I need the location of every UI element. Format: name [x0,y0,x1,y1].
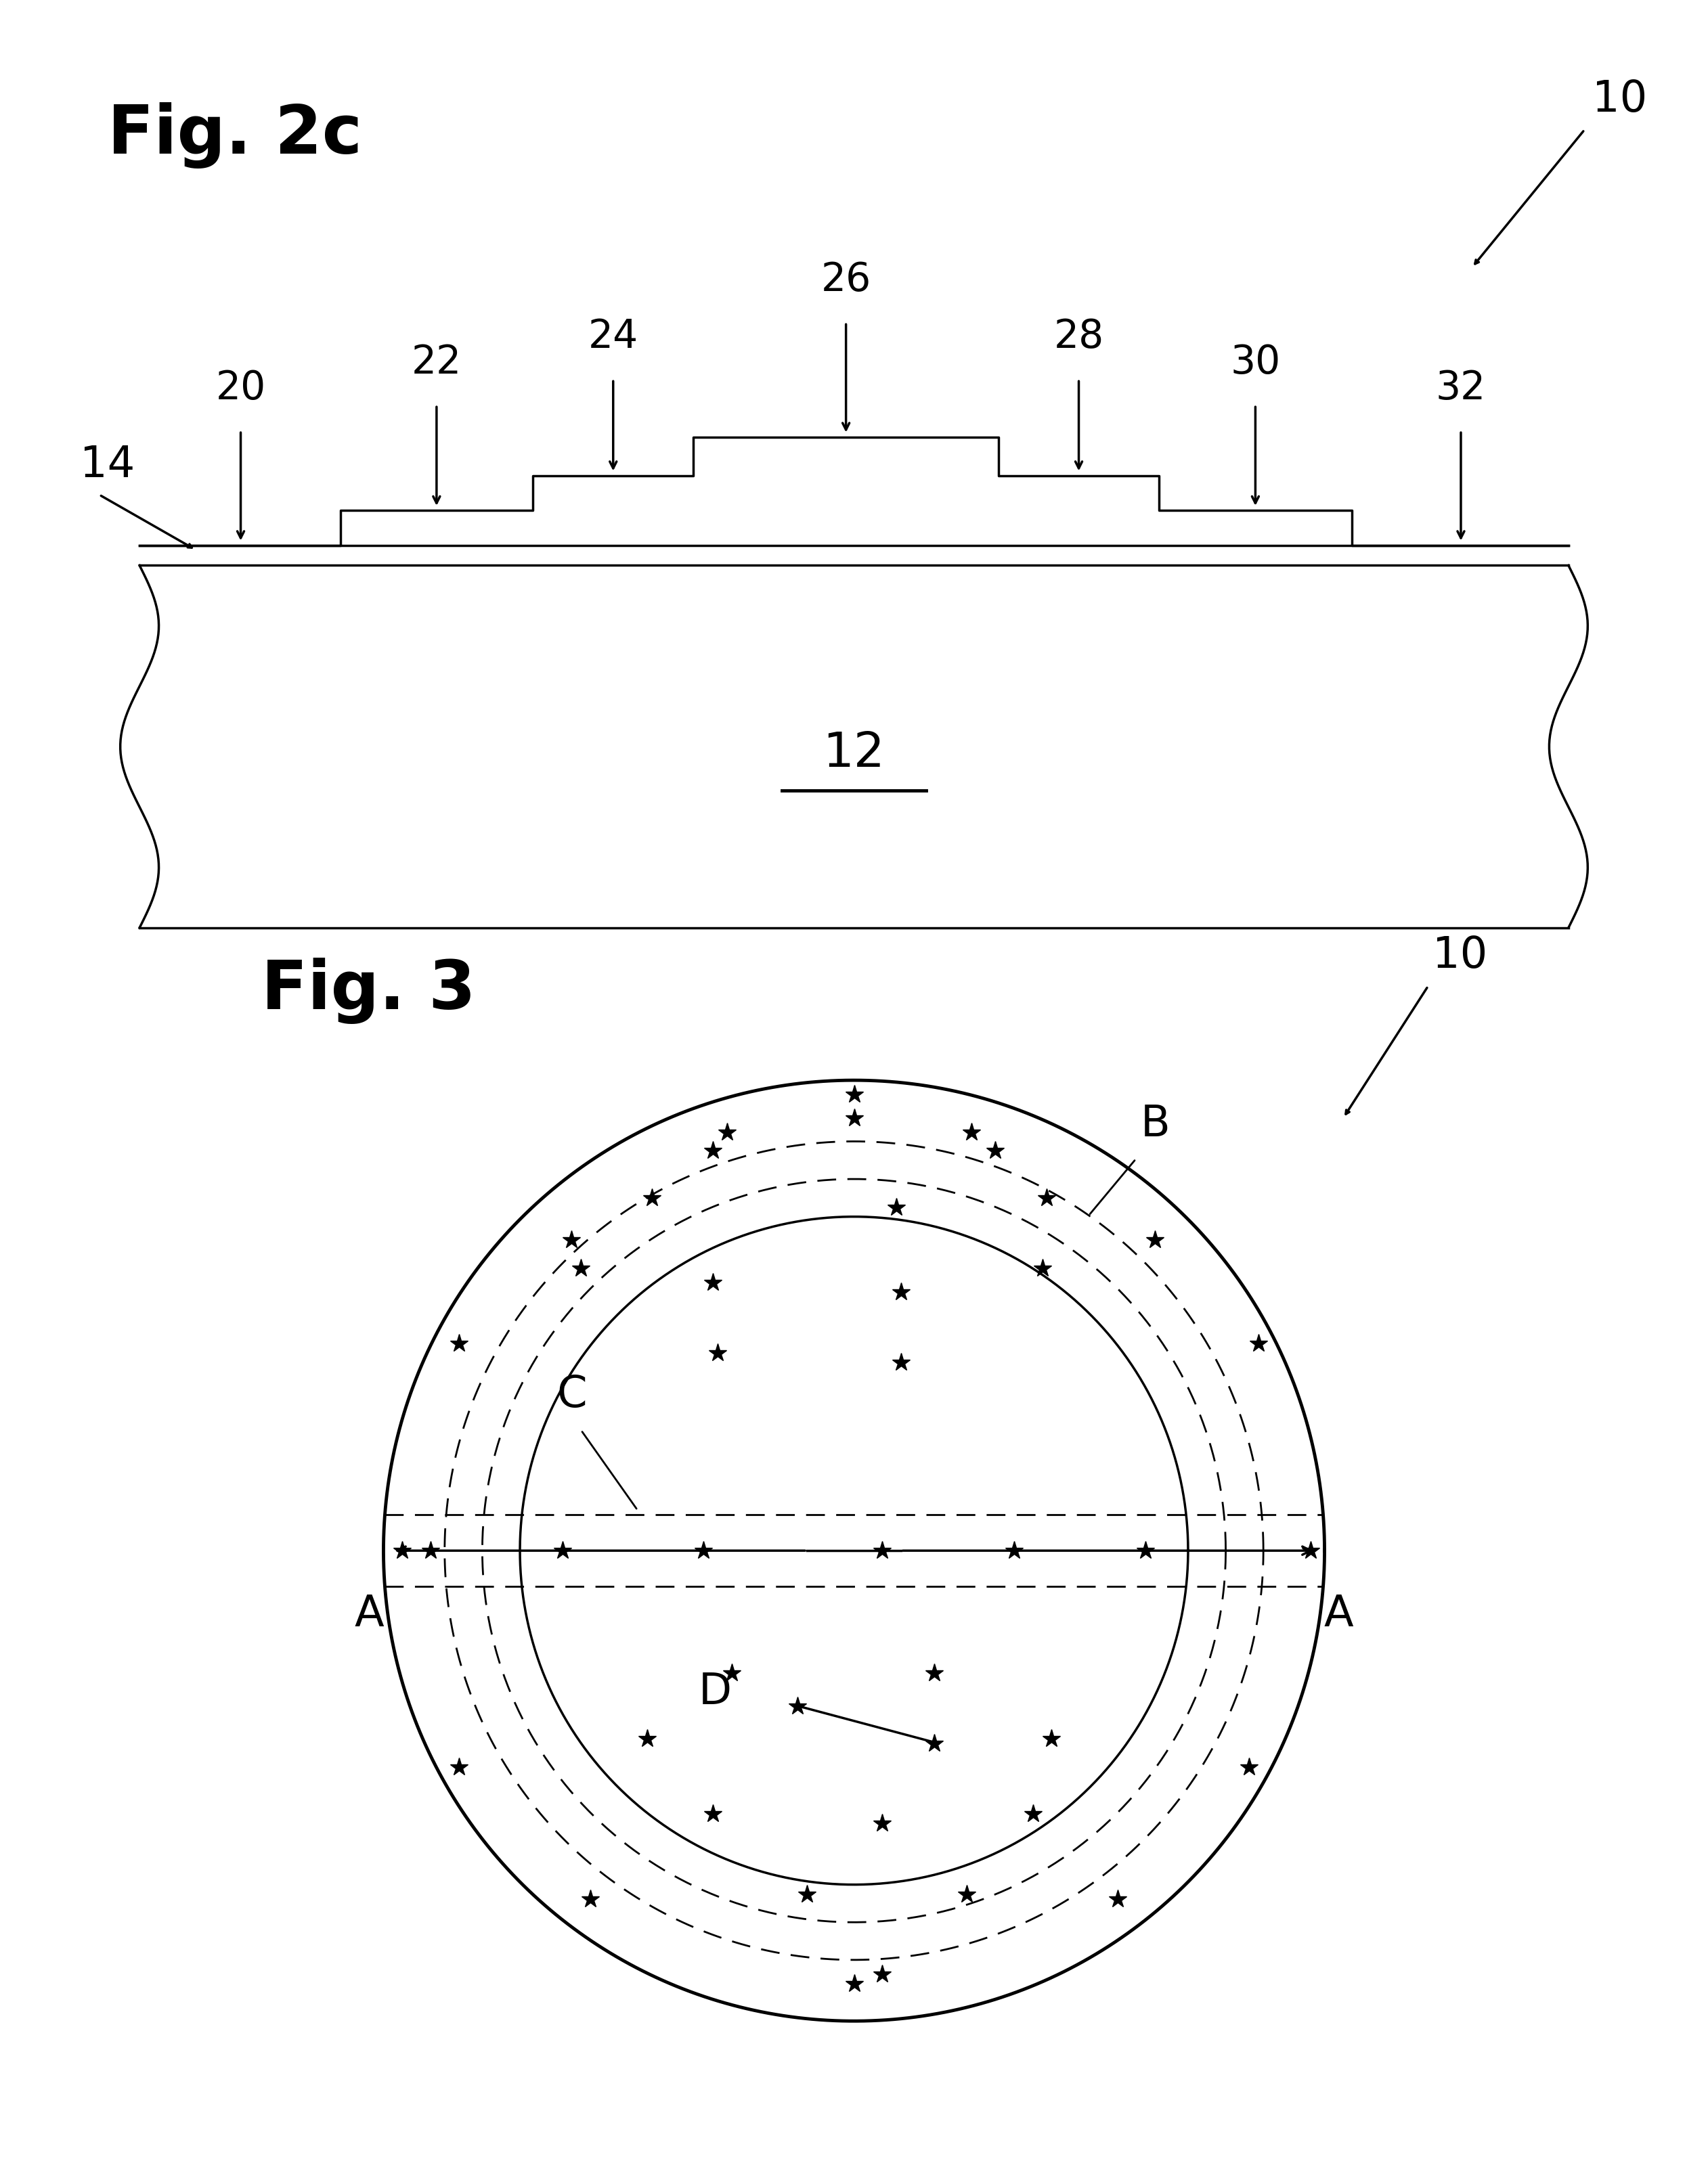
Text: 10: 10 [1592,79,1648,120]
Text: 14: 14 [80,443,135,485]
Text: A: A [1324,1592,1353,1636]
Text: 30: 30 [1230,343,1281,382]
Text: A: A [355,1592,384,1636]
Text: 20: 20 [215,369,266,408]
Text: 22: 22 [412,343,461,382]
Text: 28: 28 [1054,317,1103,356]
Text: D: D [699,1671,731,1712]
Text: 32: 32 [1436,369,1486,408]
Text: Fig. 2c: Fig. 2c [108,103,362,168]
Text: B: B [1141,1103,1170,1144]
Text: 26: 26 [822,260,871,299]
Text: 12: 12 [823,729,885,778]
Text: 24: 24 [588,317,639,356]
Text: C: C [557,1374,588,1415]
Text: Fig. 3: Fig. 3 [261,959,475,1024]
Text: 10: 10 [1433,935,1488,976]
